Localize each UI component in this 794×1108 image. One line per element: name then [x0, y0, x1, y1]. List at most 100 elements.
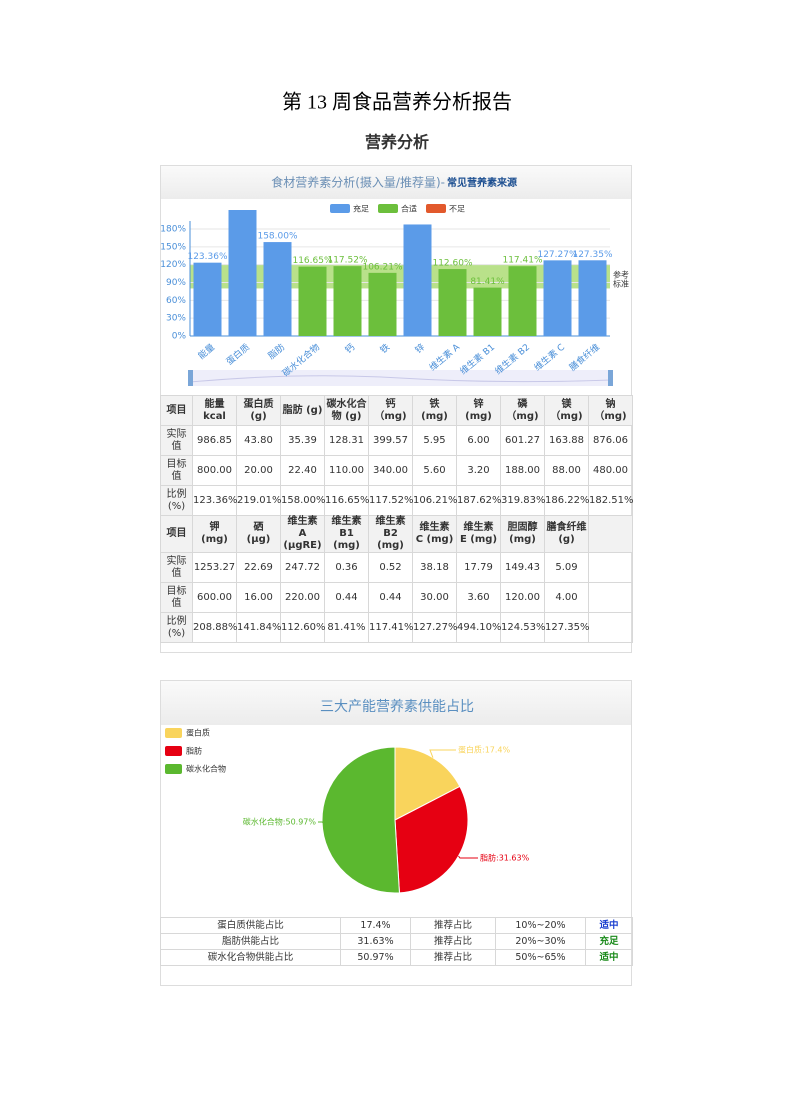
- table-cell: 胆固醇 (mg): [500, 515, 545, 553]
- table-cell: 117.52%: [368, 485, 414, 516]
- table-cell: 43.80: [236, 425, 281, 456]
- panel-link[interactable]: 常见营养素来源: [447, 176, 517, 189]
- table-cell: 163.88: [544, 425, 589, 456]
- table-cell: 目标 值: [160, 582, 193, 613]
- table-cell: 维生素 E (mg): [456, 515, 501, 553]
- table-cell: 50%~65%: [495, 949, 586, 966]
- pie-table: 蛋白质供能占比 17.4% 推荐占比 10%~20% 适中 脂肪供能占比 31.63% 推荐占…: [160, 917, 633, 966]
- table-cell: 38.18: [412, 552, 457, 583]
- table-cell: 适中: [585, 949, 633, 966]
- value-label: 脂肪:31.63%: [480, 853, 530, 863]
- value-label: 碳水化合物:50.97%: [243, 817, 317, 827]
- value-label: 123.36%: [187, 252, 227, 262]
- table-cell: 维生素 B1 (mg): [324, 515, 369, 553]
- legend-label: 脂肪: [186, 746, 202, 756]
- legend-label: 不足: [449, 205, 465, 214]
- table-cell: 铁 (mg): [412, 395, 457, 426]
- table-cell: 399.57: [368, 425, 413, 456]
- pie-title: 三大产能营养素供能占比: [320, 699, 474, 715]
- bar: [578, 260, 607, 336]
- y-tick-label: 0%: [172, 332, 187, 342]
- table-cell: 比例 (%): [160, 485, 193, 516]
- table-cell: 876.06: [588, 425, 633, 456]
- table-row: 实际 值 986.85 43.80 35.39 128.31 399.57 5.95 6.00…: [160, 425, 633, 456]
- table-cell: 106.21%: [412, 485, 458, 516]
- table-cell: 601.27: [500, 425, 545, 456]
- table-cell: 脂肪 (g): [280, 395, 325, 426]
- panel-title: 食材营养素分析(摄入量/推荐量)-: [271, 175, 445, 190]
- table-cell: 能量 kcal: [192, 395, 237, 426]
- table-cell: [588, 582, 633, 613]
- pie-slice: [394, 746, 461, 821]
- legend-swatch: [165, 728, 182, 738]
- table-row: 项目钾 (mg) 硒 (μg) 维生素 A (μgRE) 维生素 B1 (mg) 维生素…: [160, 515, 633, 553]
- value-label: 蛋白质:17.4%: [458, 745, 511, 755]
- table-cell: 维生素 B2 (mg): [368, 515, 413, 553]
- y-tick-label: 120%: [160, 260, 186, 270]
- slider-handle[interactable]: [608, 370, 613, 386]
- table-cell: 30.00: [412, 582, 457, 613]
- table-cell: 项目: [160, 515, 193, 553]
- table-cell: 维生素 A (μgRE): [280, 515, 325, 553]
- bar: [368, 272, 397, 336]
- table-cell: 340.00: [368, 455, 413, 486]
- section-title: 营养分析: [365, 133, 429, 152]
- legend-label: 碳水化合物: [186, 764, 226, 774]
- table-row: 比例 (%) 208.88% 141.84% 112.60% 81.41% 117.41%…: [160, 612, 633, 643]
- table-cell: 117.41%: [368, 612, 414, 643]
- table-cell: 247.72: [280, 552, 325, 583]
- table-cell: 适中: [585, 917, 633, 934]
- value-label: 117.52%: [327, 256, 367, 266]
- reference-label-line: 参考: [613, 269, 629, 279]
- bar: [473, 287, 502, 336]
- table-cell: 比例 (%): [160, 612, 193, 643]
- table-cell: 目标 值: [160, 455, 193, 486]
- slider-handle[interactable]: [188, 370, 193, 386]
- table-cell: 187.62%: [456, 485, 502, 516]
- value-label: 127.27%: [537, 250, 577, 260]
- nutrient-table: 项目 能量 kcal 蛋白质 (g) 脂肪 (g) 碳水化合 物 (g) 钙 （mg) 铁 …: [160, 395, 634, 643]
- table-cell: 219.01%: [236, 485, 282, 516]
- table-row: 脂肪供能占比 31.63% 推荐占比 20%~30% 充足: [160, 933, 633, 950]
- table-cell: 494.10%: [456, 612, 502, 643]
- table-cell: 镁 （mg): [544, 395, 589, 426]
- value-label: 112.60%: [432, 259, 472, 269]
- table-cell: 800.00: [192, 455, 237, 486]
- table-cell: 186.22%: [544, 485, 590, 516]
- table-cell: 20.00: [236, 455, 281, 486]
- table-cell: 实际 值: [160, 425, 193, 456]
- reference-label-line: 标准: [613, 278, 629, 288]
- table-row: 蛋白质供能占比 17.4% 推荐占比 10%~20% 适中: [160, 917, 633, 934]
- bar: [508, 266, 537, 336]
- table-cell: 6.00: [456, 425, 501, 456]
- table-cell: 脂肪供能占比: [160, 933, 341, 950]
- table-cell: 123.36%: [192, 485, 238, 516]
- table-row: 比例 (%) 123.36% 219.01% 158.00% 116.65% 117.52…: [160, 485, 634, 516]
- y-tick-label: 30%: [166, 314, 186, 324]
- y-tick-label: 90%: [166, 278, 186, 288]
- table-cell: 钙 （mg): [368, 395, 413, 426]
- table-cell: 120.00: [500, 582, 545, 613]
- reference-label: 参考标准: [613, 269, 629, 288]
- legend-swatch: [330, 204, 350, 213]
- table-cell: 5.60: [412, 455, 457, 486]
- table-cell: 208.88%: [192, 612, 238, 643]
- slider-line: [189, 375, 612, 383]
- table-cell: 3.60: [456, 582, 501, 613]
- pie-slice: [394, 785, 469, 894]
- legend-label: 蛋白质: [186, 728, 210, 738]
- table-cell: 220.00: [280, 582, 325, 613]
- table-cell: 128.31: [324, 425, 369, 456]
- value-label: 158.00%: [257, 232, 297, 242]
- table-cell: 锌 (mg): [456, 395, 501, 426]
- table-cell: 149.43: [500, 552, 545, 583]
- table-cell: 116.65%: [324, 485, 370, 516]
- table-cell: 986.85: [192, 425, 237, 456]
- legend-swatch: [378, 204, 398, 213]
- value-label: 127.35%: [572, 250, 612, 260]
- table-cell: 推荐占比: [410, 949, 496, 966]
- table-cell: 1253.27: [192, 552, 237, 583]
- bar: [298, 266, 327, 336]
- legend-label: 合适: [401, 204, 417, 214]
- legend-swatch: [165, 764, 182, 774]
